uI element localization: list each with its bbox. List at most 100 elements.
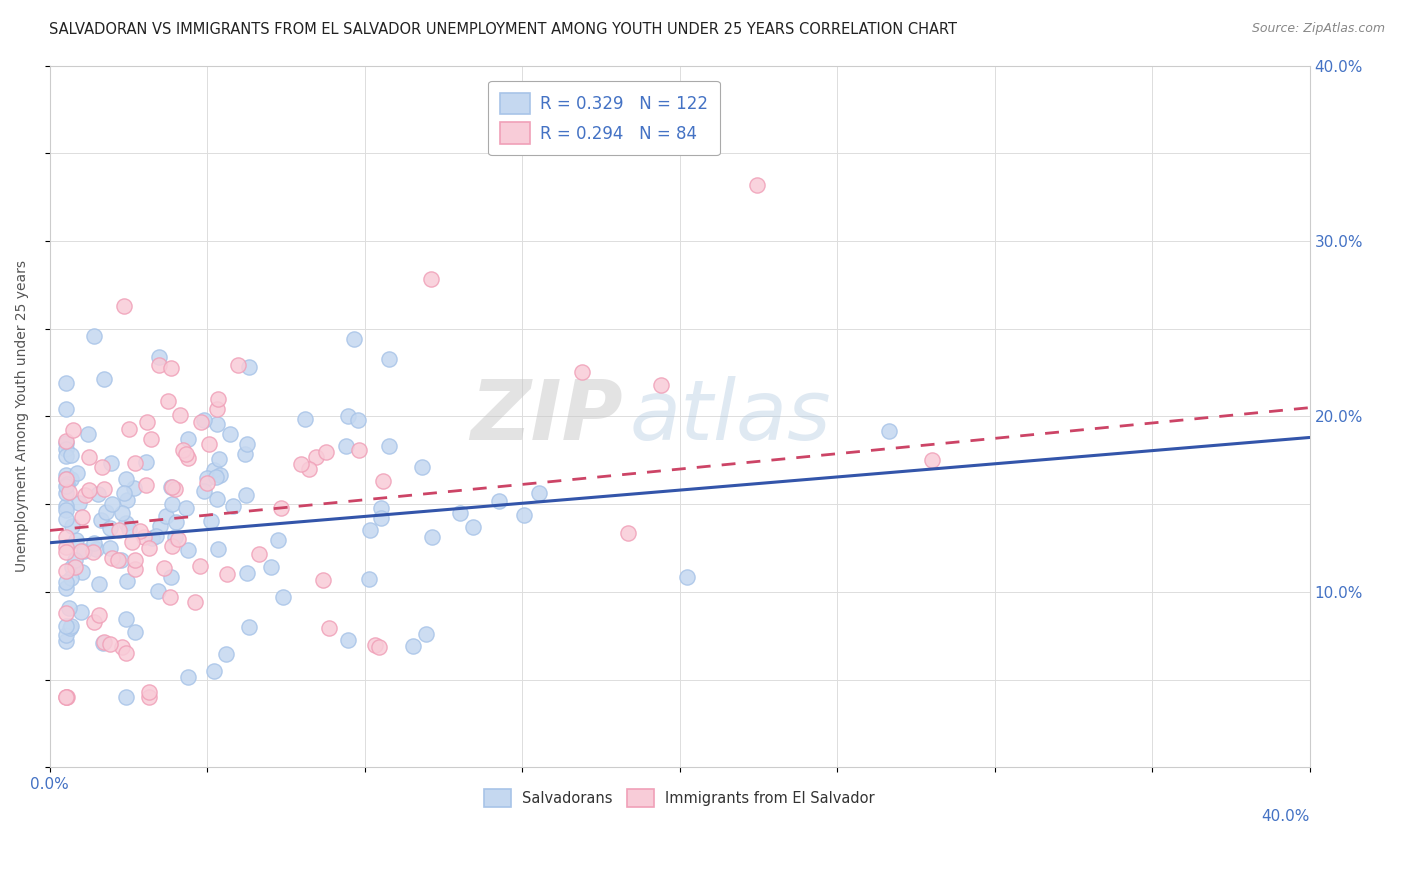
Point bbox=[65, 553, 87, 567]
Point bbox=[124, 553, 146, 567]
Point bbox=[202, 665, 225, 679]
Point bbox=[198, 436, 221, 450]
Point bbox=[60, 519, 83, 533]
Point bbox=[177, 669, 200, 683]
Point bbox=[55, 472, 77, 486]
Point bbox=[70, 565, 93, 579]
Point bbox=[420, 530, 443, 544]
Point bbox=[294, 412, 316, 426]
Point bbox=[193, 483, 215, 498]
Point bbox=[56, 690, 79, 705]
Point bbox=[676, 570, 699, 584]
Point bbox=[318, 621, 340, 635]
Point bbox=[77, 426, 100, 441]
Point bbox=[117, 493, 139, 508]
Point bbox=[56, 477, 79, 491]
Point bbox=[55, 690, 77, 705]
Point bbox=[235, 437, 257, 451]
Point bbox=[135, 415, 157, 429]
Point bbox=[160, 360, 183, 375]
Point bbox=[77, 483, 100, 497]
Point bbox=[90, 459, 112, 474]
Point bbox=[59, 619, 82, 633]
Point bbox=[91, 636, 114, 650]
Point bbox=[129, 524, 152, 539]
Point bbox=[135, 455, 157, 469]
Point bbox=[160, 539, 183, 553]
Point bbox=[357, 572, 380, 586]
Point bbox=[153, 561, 176, 575]
Point bbox=[70, 509, 93, 524]
Point bbox=[60, 559, 83, 574]
Point bbox=[347, 442, 370, 457]
Point bbox=[174, 501, 197, 516]
Point bbox=[55, 690, 77, 705]
Point bbox=[72, 544, 94, 558]
Point bbox=[420, 271, 443, 285]
Point bbox=[100, 456, 122, 470]
Point bbox=[70, 605, 93, 619]
Point bbox=[343, 332, 366, 346]
Point bbox=[747, 178, 769, 193]
Point bbox=[207, 392, 229, 406]
Point bbox=[527, 486, 550, 500]
Point bbox=[205, 417, 228, 431]
Point bbox=[219, 427, 242, 442]
Point bbox=[90, 513, 112, 527]
Point bbox=[55, 512, 77, 526]
Point bbox=[112, 298, 135, 312]
Point bbox=[177, 432, 200, 446]
Text: 40.0%: 40.0% bbox=[1261, 809, 1309, 824]
Point bbox=[174, 447, 197, 461]
Point bbox=[195, 471, 218, 485]
Point bbox=[60, 571, 83, 585]
Point bbox=[111, 640, 134, 655]
Point bbox=[93, 372, 115, 386]
Point bbox=[55, 486, 77, 500]
Point bbox=[94, 505, 117, 519]
Point bbox=[177, 451, 200, 466]
Point bbox=[93, 483, 115, 497]
Point bbox=[155, 508, 177, 523]
Point bbox=[359, 523, 381, 537]
Point bbox=[163, 482, 186, 496]
Point bbox=[115, 612, 138, 626]
Point bbox=[86, 542, 108, 557]
Point bbox=[160, 497, 183, 511]
Point bbox=[290, 457, 312, 471]
Point bbox=[58, 600, 80, 615]
Point bbox=[233, 447, 256, 461]
Point bbox=[55, 402, 77, 417]
Point bbox=[134, 530, 156, 544]
Point bbox=[205, 402, 228, 417]
Point bbox=[190, 415, 212, 429]
Point bbox=[124, 562, 146, 576]
Point bbox=[59, 448, 82, 462]
Point bbox=[188, 558, 211, 573]
Point bbox=[267, 533, 290, 547]
Point bbox=[156, 393, 179, 408]
Point bbox=[55, 628, 77, 642]
Point bbox=[169, 408, 191, 422]
Point bbox=[107, 553, 129, 567]
Point bbox=[159, 570, 181, 584]
Point bbox=[270, 500, 292, 515]
Point bbox=[176, 542, 198, 557]
Point bbox=[115, 646, 138, 660]
Point bbox=[60, 472, 83, 486]
Point bbox=[368, 640, 391, 654]
Point bbox=[58, 621, 80, 635]
Point bbox=[415, 627, 437, 641]
Point bbox=[378, 351, 401, 366]
Point bbox=[55, 436, 77, 450]
Point bbox=[55, 575, 77, 590]
Point bbox=[222, 499, 245, 513]
Point bbox=[55, 545, 77, 559]
Point bbox=[83, 328, 105, 343]
Point bbox=[877, 424, 900, 438]
Point bbox=[371, 474, 394, 488]
Point bbox=[461, 520, 484, 534]
Point bbox=[124, 457, 146, 471]
Point bbox=[118, 522, 141, 536]
Point bbox=[571, 365, 593, 379]
